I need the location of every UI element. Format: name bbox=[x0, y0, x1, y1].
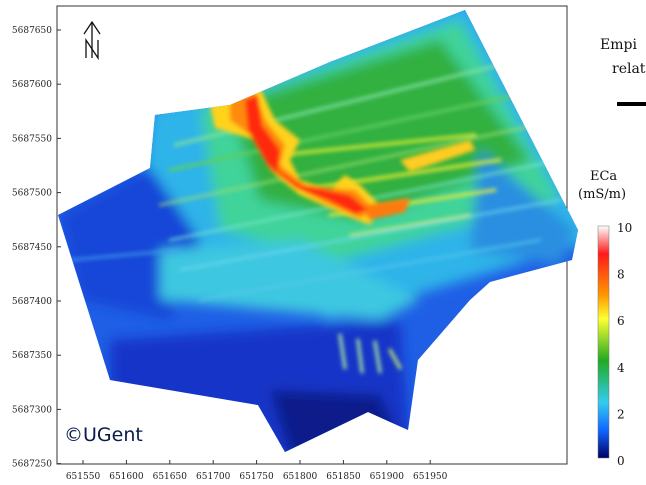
y-tick-label: 5687300 bbox=[12, 405, 52, 415]
legend-label: 6 bbox=[617, 314, 625, 328]
x-tick-label: 651850 bbox=[326, 472, 361, 482]
y-axis-ticks: 5687650 5687600 5687550 5687500 5687450 56874… bbox=[12, 26, 61, 470]
y-tick-label: 5687550 bbox=[12, 134, 52, 144]
x-tick-label: 651750 bbox=[239, 472, 274, 482]
copyright-box bbox=[58, 418, 158, 448]
legend-label: 8 bbox=[617, 268, 625, 282]
x-tick-label: 651900 bbox=[370, 472, 405, 482]
partial-title-line2: relat bbox=[612, 61, 646, 77]
legend-label: 0 bbox=[617, 454, 625, 468]
y-tick-label: 5687250 bbox=[12, 460, 52, 470]
y-tick-label: 5687500 bbox=[12, 189, 52, 199]
legend-title-line1: ECa bbox=[590, 169, 617, 184]
legend-label: 4 bbox=[617, 361, 625, 375]
y-tick-label: 5687450 bbox=[12, 243, 52, 253]
partial-title-line1: Empi bbox=[600, 37, 637, 53]
legend-colorbar bbox=[597, 225, 610, 459]
y-tick-label: 5687350 bbox=[12, 351, 52, 361]
legend-label: 10 bbox=[617, 221, 632, 235]
y-tick-label: 5687600 bbox=[12, 80, 52, 90]
x-tick-label: 651650 bbox=[153, 472, 188, 482]
legend-title-line2: (mS/m) bbox=[578, 187, 626, 202]
legend-label: 2 bbox=[617, 407, 625, 421]
x-tick-label: 651550 bbox=[66, 472, 101, 482]
x-axis-ticks: 651550 651600 651650 651700 651750 651800 6518… bbox=[66, 460, 448, 482]
x-tick-label: 651600 bbox=[109, 472, 144, 482]
y-tick-label: 5687400 bbox=[12, 297, 52, 307]
y-tick-label: 5687650 bbox=[12, 26, 52, 36]
legend-labels: 10 8 6 4 2 0 bbox=[617, 221, 632, 468]
x-tick-label: 651800 bbox=[283, 472, 318, 482]
x-tick-label: 651950 bbox=[413, 472, 448, 482]
x-tick-label: 651700 bbox=[196, 472, 231, 482]
copyright-text: ©UGent bbox=[64, 424, 143, 446]
north-arrow-icon bbox=[83, 20, 101, 61]
